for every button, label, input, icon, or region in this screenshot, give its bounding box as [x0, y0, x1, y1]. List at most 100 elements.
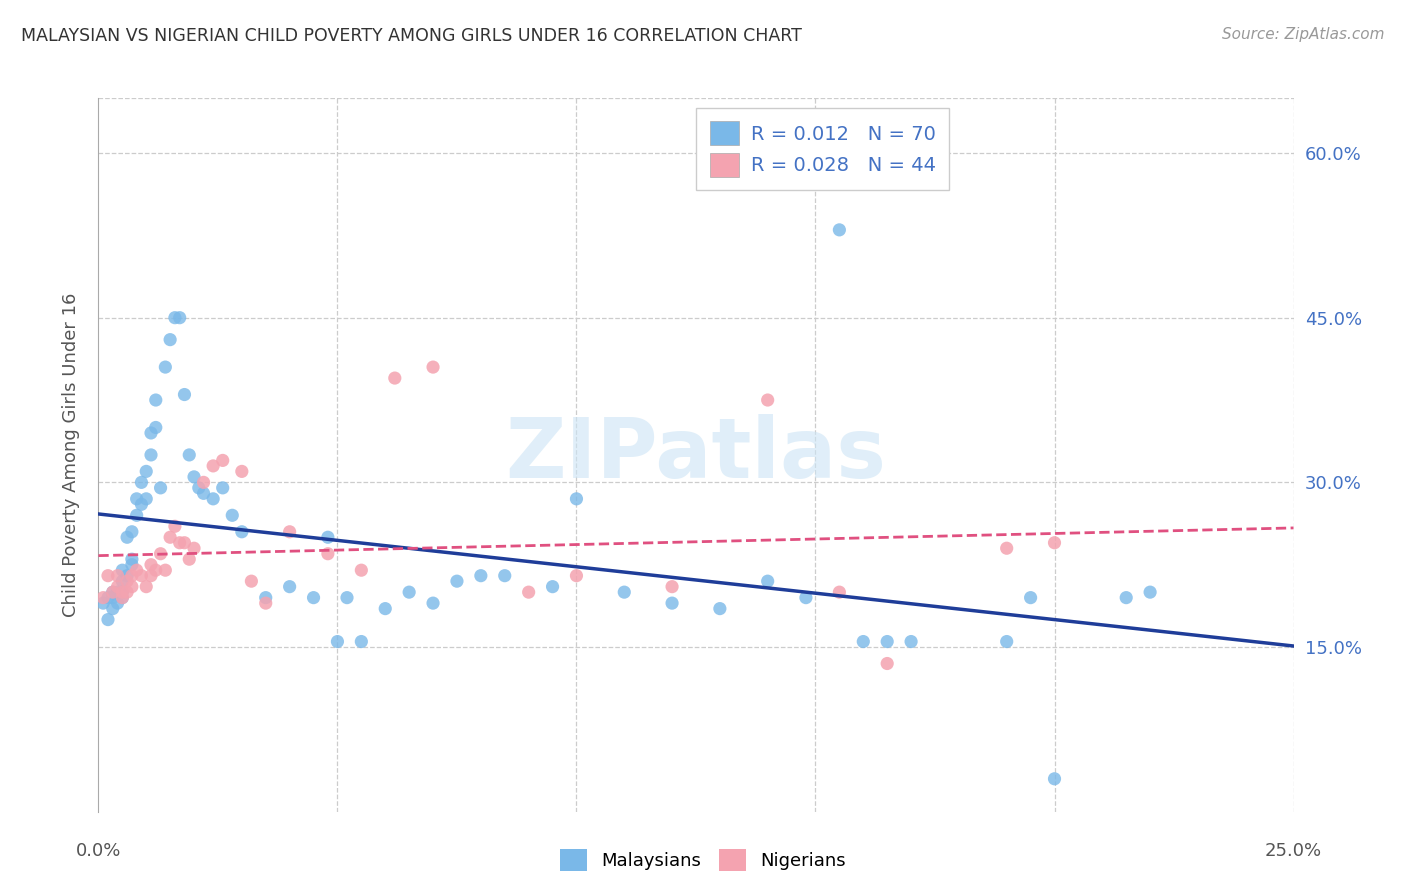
Point: [173, 535, 195, 549]
Point: [111, 591, 134, 605]
Point: [121, 558, 143, 572]
Text: ZIPatlas: ZIPatlas: [506, 415, 886, 495]
Point: [661, 580, 683, 594]
Point: [565, 491, 588, 506]
Point: [541, 580, 564, 594]
Point: [756, 574, 779, 589]
Point: [169, 535, 191, 549]
Point: [1019, 591, 1042, 605]
Point: [384, 371, 406, 385]
Point: [111, 585, 134, 599]
Point: [173, 387, 195, 401]
Point: [101, 585, 124, 599]
Point: [125, 563, 148, 577]
Point: [159, 333, 181, 347]
Point: [336, 591, 359, 605]
Point: [470, 568, 492, 582]
Point: [316, 547, 339, 561]
Point: [756, 392, 779, 407]
Point: [183, 470, 205, 484]
Legend: R = 0.012   N = 70, R = 0.028   N = 44: R = 0.012 N = 70, R = 0.028 N = 44: [696, 108, 949, 190]
Point: [828, 223, 851, 237]
Point: [446, 574, 468, 589]
Point: [149, 547, 172, 561]
Point: [179, 448, 201, 462]
Point: [709, 601, 731, 615]
Legend: Malaysians, Nigerians: Malaysians, Nigerians: [553, 842, 853, 879]
Point: [107, 596, 129, 610]
Point: [159, 530, 181, 544]
Point: [139, 425, 162, 440]
Point: [1139, 585, 1161, 599]
Point: [852, 634, 875, 648]
Point: [135, 491, 157, 506]
Point: [131, 497, 153, 511]
Point: [139, 568, 162, 582]
Point: [565, 568, 588, 582]
Point: [202, 491, 225, 506]
Point: [398, 585, 420, 599]
Point: [517, 585, 540, 599]
Text: 25.0%: 25.0%: [1265, 842, 1322, 861]
Point: [101, 601, 124, 615]
Point: [111, 563, 134, 577]
Point: [101, 585, 124, 599]
Point: [278, 580, 301, 594]
Y-axis label: Child Poverty Among Girls Under 16: Child Poverty Among Girls Under 16: [62, 293, 80, 617]
Point: [326, 634, 349, 648]
Point: [107, 568, 129, 582]
Text: MALAYSIAN VS NIGERIAN CHILD POVERTY AMONG GIRLS UNDER 16 CORRELATION CHART: MALAYSIAN VS NIGERIAN CHILD POVERTY AMON…: [21, 27, 801, 45]
Point: [125, 491, 148, 506]
Point: [107, 585, 129, 599]
Point: [107, 580, 129, 594]
Point: [211, 453, 233, 467]
Point: [91, 596, 114, 610]
Point: [97, 613, 120, 627]
Point: [139, 448, 162, 462]
Point: [995, 634, 1018, 648]
Point: [149, 481, 172, 495]
Point: [135, 580, 157, 594]
Point: [1043, 772, 1066, 786]
Point: [316, 530, 339, 544]
Point: [661, 596, 683, 610]
Point: [422, 360, 444, 375]
Point: [1043, 535, 1066, 549]
Point: [179, 552, 201, 566]
Point: [163, 519, 186, 533]
Point: [145, 563, 167, 577]
Point: [145, 392, 167, 407]
Point: [202, 458, 225, 473]
Point: [193, 475, 215, 490]
Point: [187, 481, 209, 495]
Point: [121, 524, 143, 539]
Point: [254, 596, 277, 610]
Point: [422, 596, 444, 610]
Point: [125, 508, 148, 523]
Point: [278, 524, 301, 539]
Point: [302, 591, 325, 605]
Point: [111, 591, 134, 605]
Point: [155, 563, 177, 577]
Point: [613, 585, 636, 599]
Point: [131, 568, 153, 582]
Point: [828, 585, 851, 599]
Point: [115, 530, 138, 544]
Point: [494, 568, 516, 582]
Point: [135, 464, 157, 478]
Text: 0.0%: 0.0%: [76, 842, 121, 861]
Point: [155, 360, 177, 375]
Point: [111, 585, 134, 599]
Point: [115, 568, 138, 582]
Point: [876, 657, 898, 671]
Point: [131, 475, 153, 490]
Point: [350, 563, 373, 577]
Point: [254, 591, 277, 605]
Point: [121, 568, 143, 582]
Point: [145, 420, 167, 434]
Point: [240, 574, 263, 589]
Point: [163, 310, 186, 325]
Point: [139, 558, 162, 572]
Point: [374, 601, 396, 615]
Point: [97, 568, 120, 582]
